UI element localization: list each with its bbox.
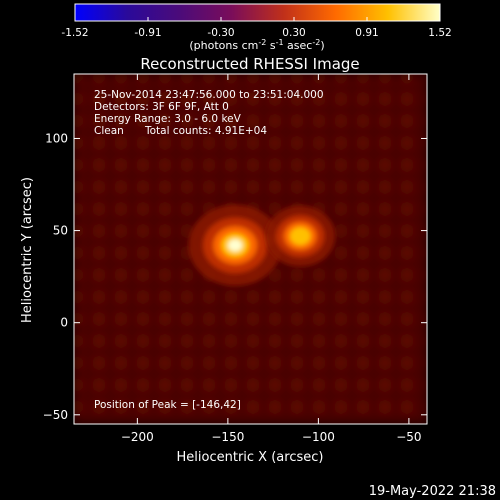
source-contour <box>227 238 243 252</box>
annotation-energy: Energy Range: 3.0 - 6.0 keV <box>94 113 242 125</box>
colorbar-tick-label: -0.30 <box>207 27 234 39</box>
colorbar-tick-label: 0.30 <box>282 27 305 39</box>
source-1 <box>188 204 282 286</box>
y-tick-label: 0 <box>60 316 68 330</box>
source-2 <box>265 205 336 267</box>
chart-title: Reconstructed RHESSI Image <box>140 55 359 73</box>
colorbar-tick-label: -0.91 <box>134 27 161 39</box>
axis-ticks: −200 −150 −100 −50 −50 0 50 100 <box>43 74 427 444</box>
image-background <box>74 74 427 424</box>
annotation-detectors: Detectors: 3F 6F 9F, Att 0 <box>94 101 229 113</box>
annotation-clean: Clean <box>94 125 124 137</box>
annotation-time: 25-Nov-2014 23:47:56.000 to 23:51:04.000 <box>94 89 324 101</box>
colorbar-tick-label: 0.91 <box>355 27 378 39</box>
y-axis-label: Heliocentric Y (arcsec) <box>20 177 35 323</box>
colorbar <box>74 3 441 22</box>
x-tick-label: −200 <box>121 430 154 444</box>
x-tick-label: −150 <box>211 430 244 444</box>
source-emission <box>188 204 336 286</box>
footer-timestamp: 19-May-2022 21:38 <box>369 484 496 499</box>
source-contour <box>289 227 311 246</box>
annotation-counts: Total counts: 4.91E+04 <box>144 125 267 137</box>
y-tick-label: 100 <box>45 131 68 145</box>
y-tick-label: −50 <box>43 408 68 422</box>
annotation-block: 25-Nov-2014 23:47:56.000 to 23:51:04.000… <box>94 89 324 411</box>
colorbar-tick-label: -1.52 <box>61 27 88 39</box>
y-tick-label: 50 <box>53 224 68 238</box>
annotation-peak: Position of Peak = [-146,42] <box>94 399 241 411</box>
colorbar-units: (photons cm-2 s-1 asec-2) <box>189 38 324 52</box>
plot-frame <box>73 73 428 425</box>
colorbar-tick-label: 1.52 <box>428 27 451 39</box>
x-tick-label: −50 <box>396 430 421 444</box>
x-tick-label: −100 <box>302 430 335 444</box>
x-axis-label: Heliocentric X (arcsec) <box>177 450 324 465</box>
colorbar-ticks: -1.52 -0.91 -0.30 0.30 0.91 1.52 <box>61 17 452 39</box>
